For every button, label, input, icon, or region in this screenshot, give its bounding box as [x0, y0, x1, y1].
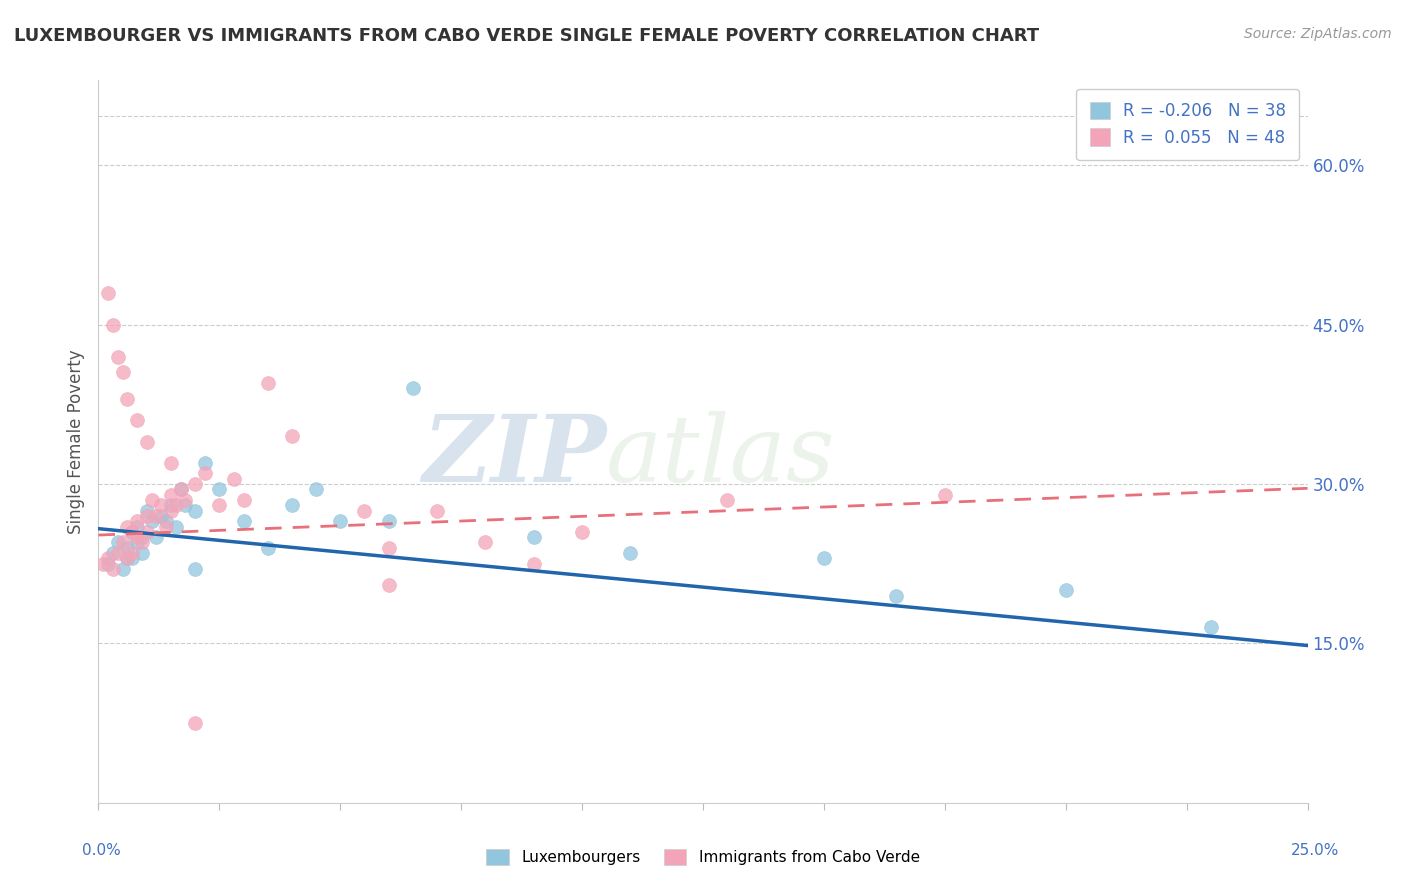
Point — [474, 535, 496, 549]
Point — [1199, 620, 1222, 634]
Point — [150, 508, 173, 523]
Point — [160, 456, 183, 470]
Point — [107, 350, 129, 364]
Point — [329, 514, 352, 528]
Point — [256, 541, 278, 555]
Point — [160, 498, 183, 512]
Point — [160, 503, 183, 517]
Point — [127, 530, 149, 544]
Point — [160, 488, 183, 502]
Point — [127, 535, 149, 549]
Point — [619, 546, 641, 560]
Point — [131, 535, 153, 549]
Point — [194, 456, 217, 470]
Point — [184, 716, 207, 731]
Point — [256, 376, 278, 390]
Point — [101, 546, 124, 560]
Point — [127, 514, 149, 528]
Point — [127, 519, 149, 533]
Text: 0.0%: 0.0% — [82, 843, 121, 858]
Text: atlas: atlas — [606, 411, 835, 501]
Point — [523, 557, 546, 571]
Text: Source: ZipAtlas.com: Source: ZipAtlas.com — [1244, 27, 1392, 41]
Point — [145, 530, 167, 544]
Text: ZIP: ZIP — [422, 411, 606, 501]
Point — [169, 483, 191, 497]
Point — [127, 413, 149, 427]
Point — [305, 483, 328, 497]
Point — [208, 483, 231, 497]
Point — [232, 514, 254, 528]
Point — [353, 503, 375, 517]
Point — [111, 562, 134, 576]
Point — [111, 535, 134, 549]
Point — [91, 557, 114, 571]
Point — [117, 541, 139, 555]
Point — [97, 551, 120, 566]
Text: LUXEMBOURGER VS IMMIGRANTS FROM CABO VERDE SINGLE FEMALE POVERTY CORRELATION CHA: LUXEMBOURGER VS IMMIGRANTS FROM CABO VER… — [14, 27, 1039, 45]
Point — [97, 557, 120, 571]
Point — [571, 524, 593, 539]
Point — [101, 318, 124, 332]
Point — [165, 498, 187, 512]
Point — [194, 467, 217, 481]
Point — [1054, 583, 1077, 598]
Point — [121, 551, 143, 566]
Point — [426, 503, 449, 517]
Point — [117, 519, 139, 533]
Point — [145, 508, 167, 523]
Legend: Luxembourgers, Immigrants from Cabo Verde: Luxembourgers, Immigrants from Cabo Verd… — [479, 843, 927, 871]
Point — [131, 530, 153, 544]
Point — [174, 498, 197, 512]
Point — [716, 493, 738, 508]
Point — [111, 366, 134, 380]
Point — [281, 429, 304, 443]
Point — [117, 551, 139, 566]
Point — [169, 483, 191, 497]
Point — [135, 434, 157, 449]
Point — [135, 524, 157, 539]
Point — [523, 530, 546, 544]
Point — [377, 578, 399, 592]
Point — [155, 519, 177, 533]
Point — [121, 524, 143, 539]
Point — [107, 535, 129, 549]
Point — [121, 546, 143, 560]
Point — [131, 546, 153, 560]
Text: 25.0%: 25.0% — [1291, 843, 1339, 858]
Point — [377, 514, 399, 528]
Point — [107, 546, 129, 560]
Point — [155, 514, 177, 528]
Y-axis label: Single Female Poverty: Single Female Poverty — [66, 350, 84, 533]
Point — [813, 551, 835, 566]
Point — [141, 493, 163, 508]
Point — [184, 477, 207, 491]
Point — [184, 503, 207, 517]
Point — [150, 498, 173, 512]
Point — [141, 514, 163, 528]
Point — [402, 381, 425, 395]
Point — [101, 562, 124, 576]
Point — [121, 524, 143, 539]
Point — [97, 285, 120, 300]
Point — [135, 503, 157, 517]
Point — [934, 488, 956, 502]
Point — [281, 498, 304, 512]
Point — [135, 508, 157, 523]
Legend: R = -0.206   N = 38, R =  0.055   N = 48: R = -0.206 N = 38, R = 0.055 N = 48 — [1076, 88, 1299, 160]
Point — [117, 551, 139, 566]
Point — [174, 493, 197, 508]
Point — [184, 562, 207, 576]
Point — [232, 493, 254, 508]
Point — [377, 541, 399, 555]
Point — [117, 392, 139, 406]
Point — [208, 498, 231, 512]
Point — [222, 472, 245, 486]
Point — [886, 589, 908, 603]
Point — [165, 519, 187, 533]
